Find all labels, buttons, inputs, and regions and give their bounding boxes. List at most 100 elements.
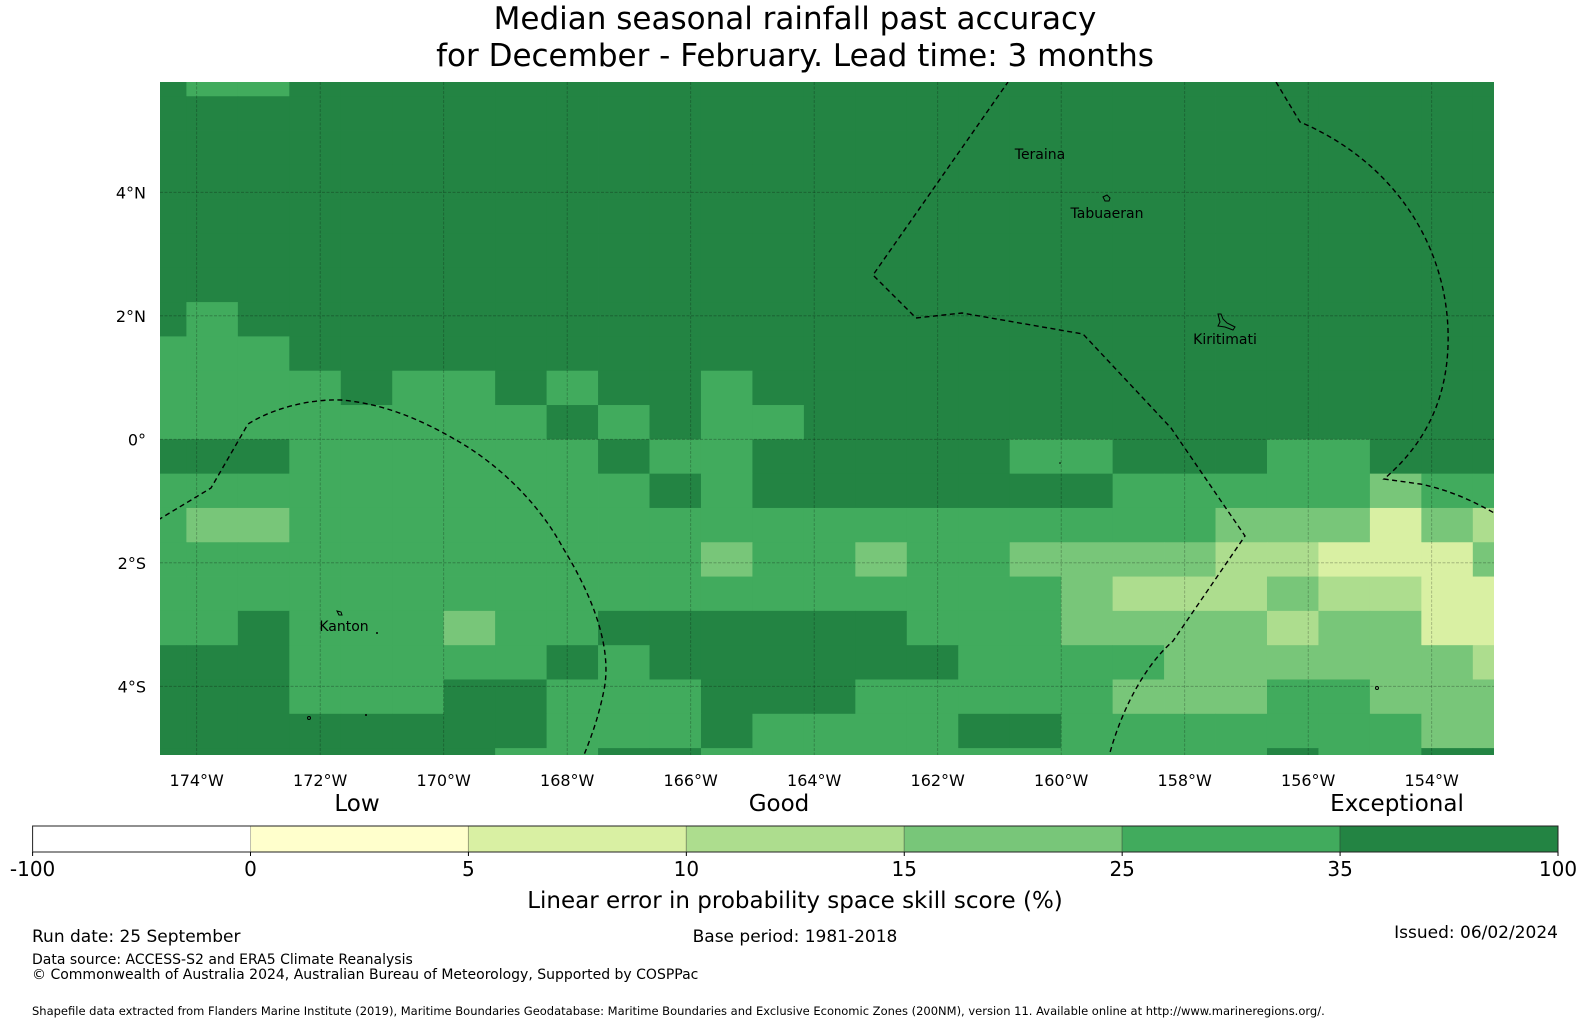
heatmap-cell bbox=[803, 542, 856, 577]
heatmap-cell bbox=[443, 82, 496, 97]
heatmap-cell bbox=[1421, 679, 1474, 715]
heatmap-cell bbox=[495, 233, 547, 269]
heatmap-cell bbox=[598, 473, 650, 509]
heatmap-cell bbox=[186, 748, 239, 755]
category-label-low: Low bbox=[334, 791, 379, 817]
heatmap-cell bbox=[1472, 96, 1494, 131]
heatmap-cell bbox=[160, 405, 187, 440]
heatmap-cell bbox=[340, 645, 393, 680]
heatmap-cell bbox=[340, 542, 393, 577]
heatmap-cell bbox=[906, 130, 959, 166]
heatmap-cell bbox=[1266, 164, 1319, 200]
heatmap-cell bbox=[958, 473, 1011, 509]
heatmap-cell bbox=[392, 233, 445, 269]
heatmap-cell bbox=[495, 713, 547, 749]
colorbar-segment bbox=[467, 825, 687, 853]
heatmap-cell bbox=[1164, 130, 1216, 166]
heatmap-cell bbox=[1266, 507, 1319, 543]
heatmap-cell bbox=[443, 679, 496, 715]
heatmap-cell bbox=[649, 96, 702, 131]
heatmap-cell bbox=[1318, 233, 1371, 269]
heatmap-cell bbox=[443, 164, 496, 200]
heatmap-cell bbox=[443, 439, 496, 475]
heatmap-cell bbox=[1112, 370, 1165, 406]
heatmap-cell bbox=[906, 82, 959, 97]
heatmap-cell bbox=[237, 405, 290, 440]
heatmap-cell bbox=[392, 199, 445, 234]
heatmap-cell bbox=[1112, 130, 1165, 166]
colorbar-tick-label: 0 bbox=[244, 857, 257, 881]
heatmap-cell bbox=[1061, 645, 1114, 680]
heatmap-cell bbox=[1215, 130, 1268, 166]
heatmap-cell bbox=[1009, 164, 1062, 200]
footer: Run date: 25 September Base period: 1981… bbox=[32, 923, 1558, 1018]
heatmap-cell bbox=[160, 233, 187, 269]
heatmap-cell bbox=[855, 302, 908, 337]
heatmap-cell bbox=[803, 199, 856, 234]
eez-boundary-line-islands-east bbox=[1275, 82, 1494, 514]
heatmap-cell bbox=[752, 164, 805, 200]
heatmap-cell bbox=[1009, 713, 1062, 749]
heatmap-cell bbox=[289, 507, 342, 543]
island-dot bbox=[365, 714, 367, 716]
heatmap-cell bbox=[237, 370, 290, 406]
heatmap-cell bbox=[443, 267, 496, 303]
heatmap-cell bbox=[495, 96, 547, 131]
heatmap-cell bbox=[495, 507, 547, 543]
heatmap-cell bbox=[186, 336, 239, 372]
heatmap-cell bbox=[906, 645, 959, 680]
heatmap-cell bbox=[1472, 679, 1494, 715]
heatmap-cell bbox=[1369, 507, 1422, 543]
heatmap-cell bbox=[1215, 473, 1268, 509]
heatmap-cell bbox=[649, 542, 702, 577]
heatmap-cell bbox=[1472, 645, 1494, 680]
heatmap-cell bbox=[1009, 96, 1062, 131]
heatmap-cell bbox=[340, 96, 393, 131]
heatmap-cell bbox=[1421, 82, 1474, 97]
heatmap-cell bbox=[392, 302, 445, 337]
heatmap-cell bbox=[160, 439, 187, 475]
heatmap-cell bbox=[1164, 610, 1216, 646]
heatmap-cell bbox=[598, 713, 650, 749]
heatmap-cell bbox=[1009, 370, 1062, 406]
heatmap-cell bbox=[752, 82, 805, 97]
heatmap-cell bbox=[700, 713, 753, 749]
longitude-tick-labels: 174°W 172°W 170°W 168°W 166°W 164°W 162°W 160°W… bbox=[170, 771, 1460, 790]
heatmap-cell bbox=[340, 610, 393, 646]
heatmap-cell bbox=[1318, 542, 1371, 577]
heatmap-cell bbox=[1215, 370, 1268, 406]
heatmap-cell bbox=[700, 679, 753, 715]
heatmap-cell bbox=[700, 645, 753, 680]
lat-tick-label: 2°N bbox=[116, 307, 146, 326]
heatmap-cell bbox=[803, 439, 856, 475]
place-label-kanton: Kanton bbox=[319, 619, 368, 635]
heatmap-cell bbox=[1164, 199, 1216, 234]
heatmap-cell bbox=[237, 130, 290, 166]
colorbar-tick-label: 25 bbox=[1109, 857, 1134, 881]
heatmap-cell bbox=[1369, 336, 1422, 372]
heatmap-cell bbox=[649, 302, 702, 337]
heatmap-cell bbox=[1009, 439, 1062, 475]
heatmap-cell bbox=[392, 164, 445, 200]
heatmap-cells bbox=[160, 82, 1494, 755]
heatmap-cell bbox=[1369, 405, 1422, 440]
heatmap-cell bbox=[443, 130, 496, 166]
lon-tick-label: 154°W bbox=[1405, 771, 1460, 790]
heatmap-cell bbox=[160, 336, 187, 372]
heatmap-cell bbox=[443, 405, 496, 440]
heatmap-cell bbox=[649, 267, 702, 303]
place-labels: Teraina Tabuaeran Kiritimati Kanton bbox=[319, 147, 1257, 635]
island-dot bbox=[376, 632, 378, 634]
heatmap-cell bbox=[752, 576, 805, 612]
heatmap-cell bbox=[546, 405, 599, 440]
heatmap-cell bbox=[752, 439, 805, 475]
heatmap-cell bbox=[237, 610, 290, 646]
heatmap-cell bbox=[1318, 645, 1371, 680]
heatmap-cell bbox=[1009, 610, 1062, 646]
heatmap-cell bbox=[855, 439, 908, 475]
heatmap-cell bbox=[1164, 473, 1216, 509]
heatmap-cell bbox=[237, 439, 290, 475]
heatmap-cell bbox=[752, 267, 805, 303]
heatmap-cell bbox=[700, 82, 753, 97]
heatmap-cell bbox=[237, 199, 290, 234]
